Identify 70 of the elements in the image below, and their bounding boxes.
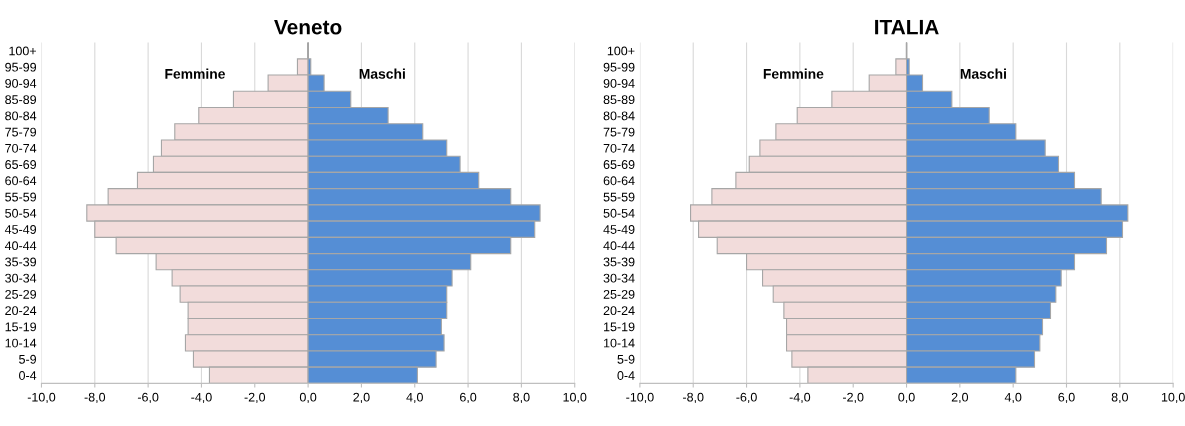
chart-title: Veneto (274, 19, 342, 35)
y-tick-label: 0-4 (617, 371, 635, 380)
y-tick-label: 65-69 (5, 160, 37, 169)
y-tick-label: 100+ (9, 46, 36, 56)
x-tick-label: 0,0 (299, 392, 317, 404)
y-tick-label: 75-79 (603, 127, 635, 137)
y-tick-label: 10-14 (604, 338, 635, 348)
y-tick-label: 35-39 (5, 257, 37, 267)
y-tick-label: 20-24 (603, 306, 635, 316)
x-tick-label: 10,0 (563, 392, 587, 404)
x-tick-label: -8,0 (683, 392, 704, 404)
x-tick-label: -2,0 (842, 392, 864, 404)
y-tick-label: 80-84 (5, 111, 37, 121)
y-tick-label: 0-4 (19, 371, 37, 380)
y-tick-label: 90-94 (603, 78, 635, 88)
x-tick-label: 4,0 (1004, 392, 1022, 404)
y-tick-label: 5-9 (19, 354, 37, 364)
y-tick-label: 25-29 (603, 289, 635, 299)
x-tick-label: 8,0 (513, 392, 530, 404)
x-tick-label: 2,0 (951, 392, 969, 404)
y-tick-label: 60-64 (5, 176, 37, 186)
x-tick-label: -6,0 (137, 392, 159, 404)
y-tick-label: 40-44 (603, 241, 635, 251)
y-tick-label: 85-89 (5, 95, 37, 105)
x-tick-label: -4,0 (789, 392, 811, 404)
x-tick-label: 10,0 (1161, 392, 1185, 404)
y-tick-label: 95-99 (603, 62, 635, 72)
x-tick-label: 2,0 (353, 392, 370, 404)
y-tick-label: 65-69 (603, 160, 635, 169)
x-tick-label: -4,0 (191, 392, 212, 404)
y-tick-label: 45-49 (4, 225, 37, 234)
x-tick-label: -2,0 (244, 392, 266, 404)
y-tick-label: 20-24 (5, 306, 37, 316)
y-tick-label: 55-59 (5, 192, 37, 202)
series-label: Femmine (165, 68, 225, 79)
x-tick-label: -8,0 (84, 392, 106, 404)
series-label: Maschi (960, 68, 1006, 79)
y-tick-label: 95-99 (5, 62, 37, 72)
y-tick-label: 55-59 (603, 192, 635, 202)
y-tick-label: 70-74 (603, 143, 635, 153)
y-tick-label: 5-9 (617, 354, 635, 364)
y-tick-label: 50-54 (603, 208, 635, 218)
x-tick-label: 6,0 (460, 392, 477, 404)
y-tick-label: 60-64 (603, 176, 635, 186)
x-tick-label: 6,0 (1058, 392, 1075, 404)
x-tick-label: -6,0 (736, 392, 757, 404)
y-tick-label: 30-34 (5, 273, 37, 283)
y-tick-label: 70-74 (5, 143, 37, 153)
series-label: Femmine (763, 68, 824, 79)
y-tick-label: 80-84 (603, 111, 635, 121)
y-tick-label: 30-34 (603, 273, 635, 283)
y-tick-label: 40-44 (4, 241, 37, 251)
y-tick-label: 15-19 (5, 322, 37, 332)
x-tick-label: 8,0 (1111, 392, 1129, 404)
y-tick-label: 85-89 (603, 95, 635, 105)
y-tick-label: 25-29 (5, 289, 37, 299)
y-tick-label: 35-39 (603, 257, 635, 267)
y-tick-label: 45-49 (603, 225, 635, 234)
y-tick-label: 100+ (607, 46, 635, 56)
x-tick-label: -10,0 (626, 392, 654, 404)
y-tick-label: 75-79 (5, 127, 37, 137)
y-tick-label: 15-19 (604, 322, 635, 332)
chart-title: ITALIA (875, 19, 939, 35)
x-tick-label: 4,0 (406, 392, 423, 404)
series-label: Maschi (359, 68, 405, 79)
y-tick-label: 10-14 (5, 338, 37, 348)
y-tick-label: 50-54 (5, 208, 37, 218)
x-tick-label: 0,0 (898, 392, 915, 404)
x-tick-label: -10,0 (27, 392, 56, 404)
y-tick-label: 90-94 (5, 78, 37, 88)
